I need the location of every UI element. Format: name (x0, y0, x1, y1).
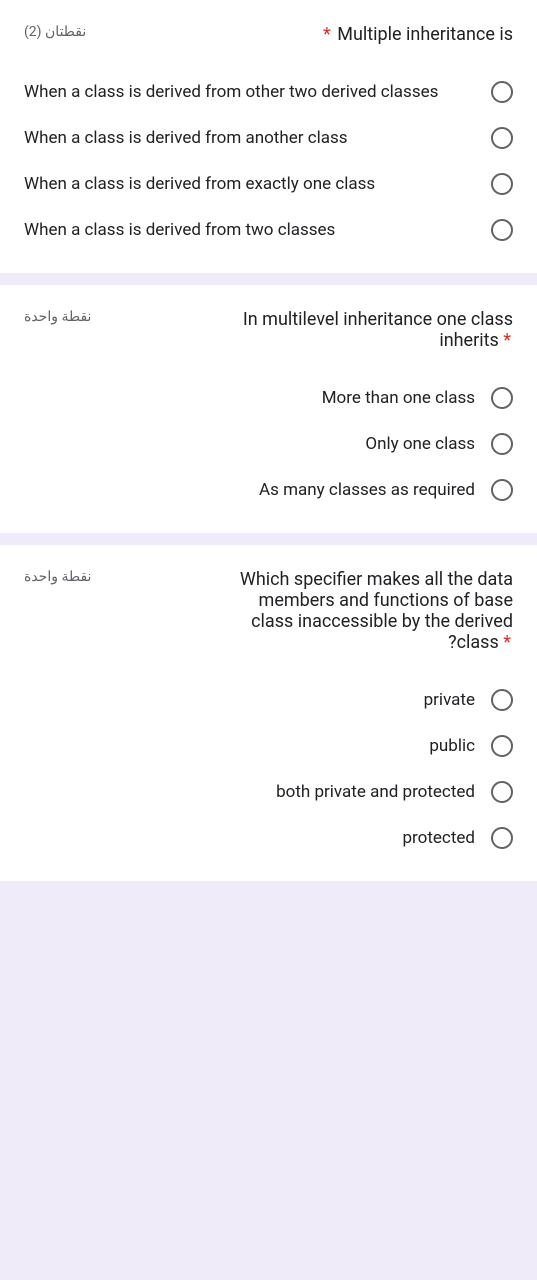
radio-button[interactable] (491, 735, 513, 757)
radio-button[interactable] (491, 781, 513, 803)
question-header: نقطة واحدة In multilevel inheritance one… (24, 309, 513, 351)
radio-button[interactable] (491, 827, 513, 849)
required-asterisk: * (503, 330, 511, 351)
radio-button[interactable] (491, 479, 513, 501)
option-row[interactable]: protected (24, 815, 513, 861)
option-row[interactable]: private (24, 677, 513, 723)
radio-button[interactable] (491, 173, 513, 195)
points-label: نقطة واحدة (24, 309, 91, 325)
option-label: When a class is derived from other two d… (24, 82, 475, 102)
option-row[interactable]: As many classes as required (24, 467, 513, 513)
question-title-text: Which specifier makes all the datamember… (240, 569, 513, 653)
radio-button[interactable] (491, 433, 513, 455)
question-card-3: نقطة واحدة Which specifier makes all the… (0, 545, 537, 881)
option-label: public (24, 736, 475, 756)
points-label: نقطتان (2) (24, 24, 86, 40)
option-row[interactable]: When a class is derived from exactly one… (24, 161, 513, 207)
question-title-text: In multilevel inheritance one classinher… (243, 309, 513, 351)
radio-button[interactable] (491, 81, 513, 103)
question-title: In multilevel inheritance one classinher… (107, 309, 513, 351)
option-row[interactable]: More than one class (24, 375, 513, 421)
option-label: When a class is derived from another cla… (24, 128, 475, 148)
radio-button[interactable] (491, 689, 513, 711)
option-label: When a class is derived from two classes (24, 220, 475, 240)
radio-button[interactable] (491, 219, 513, 241)
question-title: * Multiple inheritance is (102, 24, 513, 45)
question-card-1: نقطتان (2) * Multiple inheritance is Whe… (0, 0, 537, 273)
required-asterisk: * (503, 632, 511, 653)
question-header: نقطة واحدة Which specifier makes all the… (24, 569, 513, 653)
question-title: Which specifier makes all the datamember… (107, 569, 513, 653)
option-label: More than one class (24, 388, 475, 408)
required-asterisk: * (323, 24, 331, 45)
option-row[interactable]: When a class is derived from two classes (24, 207, 513, 253)
option-label: private (24, 690, 475, 710)
radio-button[interactable] (491, 387, 513, 409)
option-row[interactable]: When a class is derived from other two d… (24, 69, 513, 115)
option-row[interactable]: When a class is derived from another cla… (24, 115, 513, 161)
question-card-2: نقطة واحدة In multilevel inheritance one… (0, 285, 537, 533)
option-row[interactable]: Only one class (24, 421, 513, 467)
option-label: protected (24, 828, 475, 848)
question-header: نقطتان (2) * Multiple inheritance is (24, 24, 513, 45)
option-label: As many classes as required (24, 480, 475, 500)
option-label: both private and protected (24, 782, 475, 802)
radio-button[interactable] (491, 127, 513, 149)
points-label: نقطة واحدة (24, 569, 91, 585)
option-row[interactable]: both private and protected (24, 769, 513, 815)
question-title-text: Multiple inheritance is (337, 24, 513, 45)
option-label: When a class is derived from exactly one… (24, 174, 475, 194)
option-label: Only one class (24, 434, 475, 454)
option-row[interactable]: public (24, 723, 513, 769)
